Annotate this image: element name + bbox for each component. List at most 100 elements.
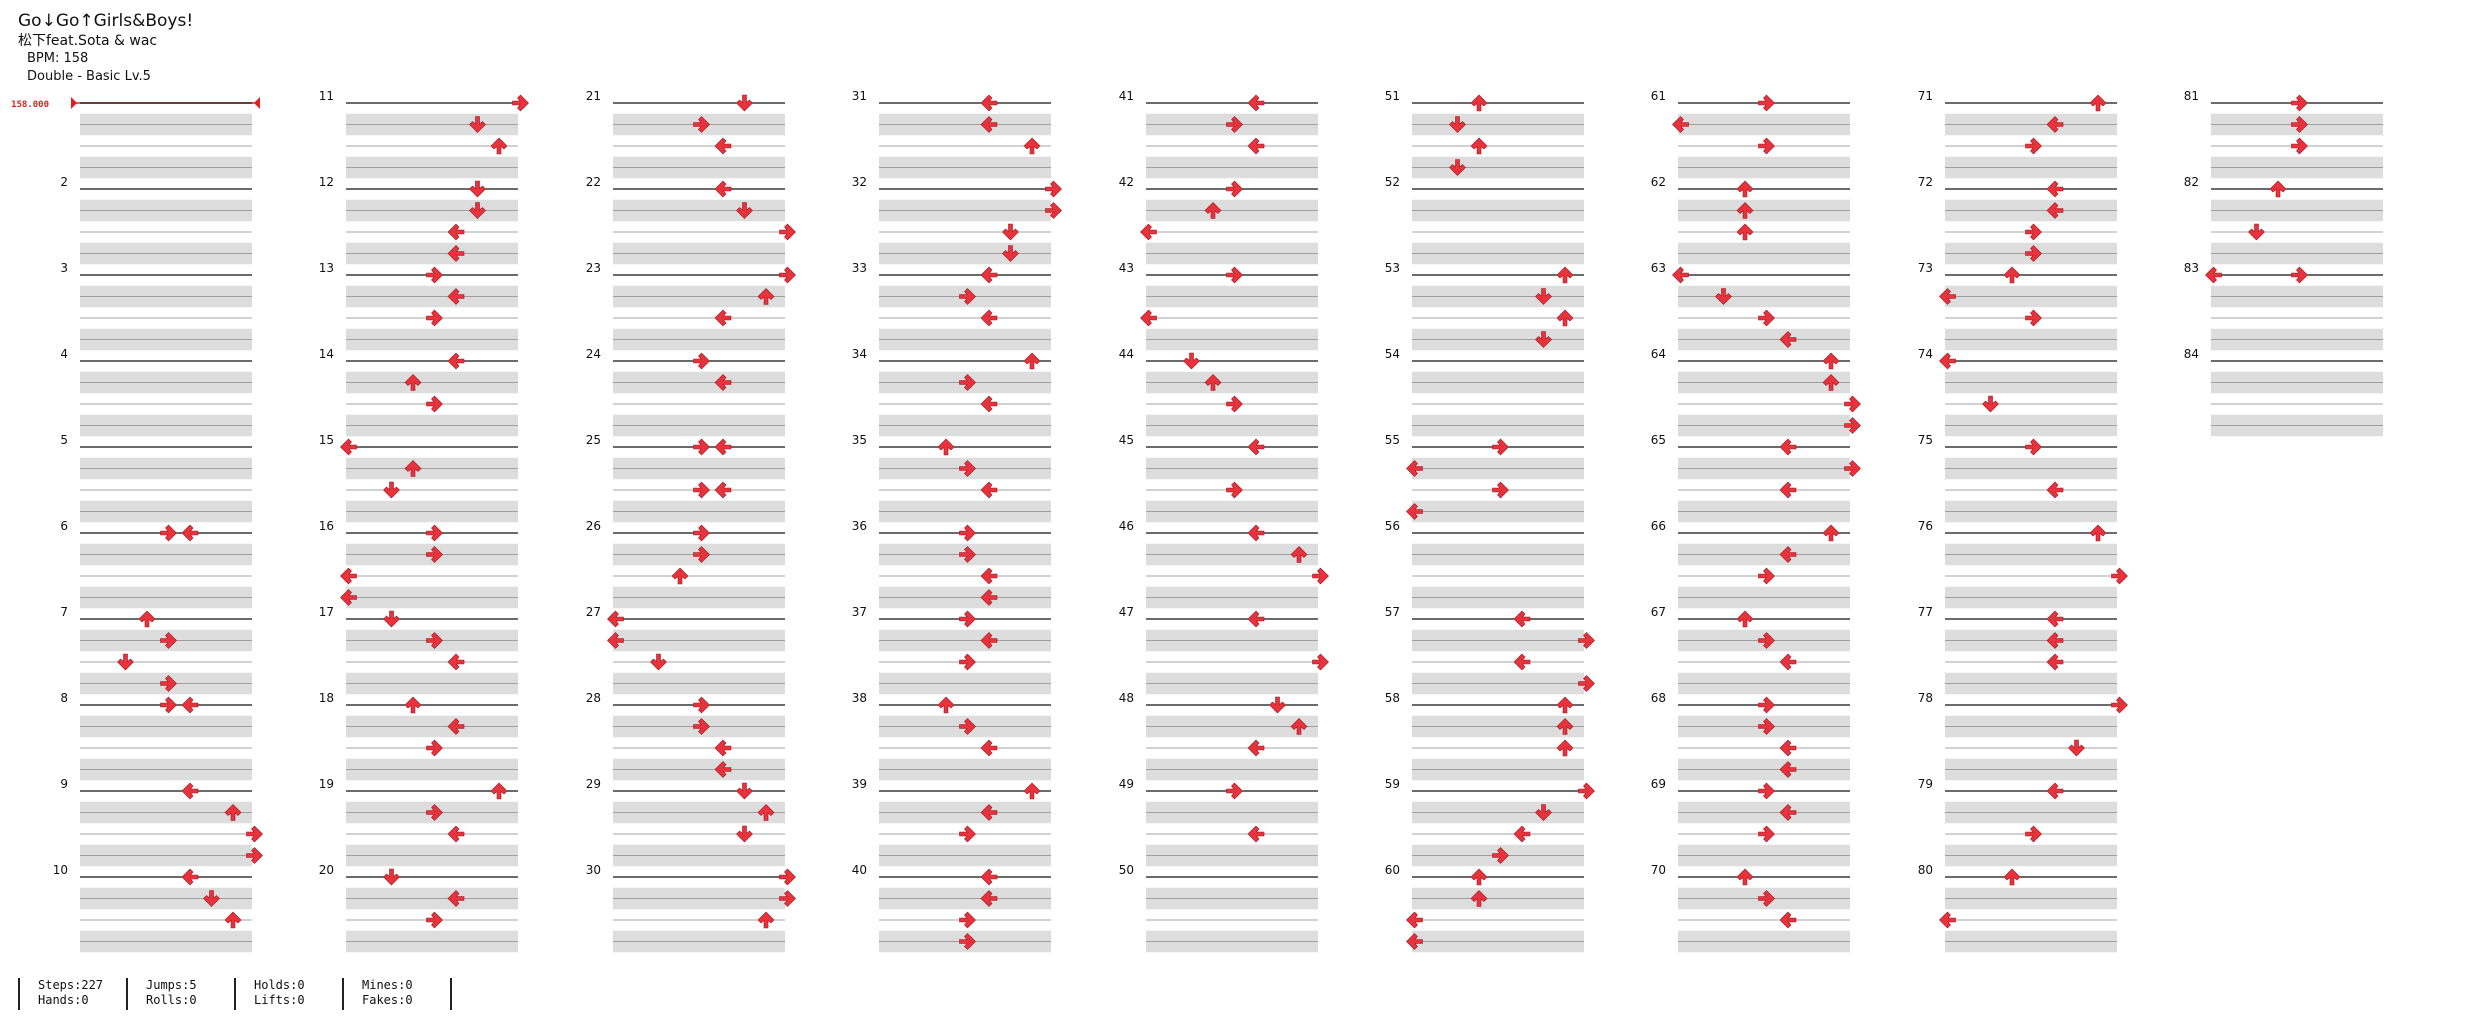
measure-number: 8	[60, 691, 68, 705]
measure-number: 2	[60, 175, 68, 189]
step-arrow-up-icon	[671, 567, 689, 585]
step-arrow-up-icon	[757, 911, 775, 929]
measure: 60	[1385, 863, 1584, 953]
measure: 61	[1651, 89, 1850, 179]
step-arrow-right-icon	[2025, 438, 2042, 456]
step-arrow-right-icon	[1226, 395, 1243, 413]
step-arrow-up-icon	[2269, 180, 2287, 198]
measure: 57	[1385, 605, 1584, 695]
step-arrow-up-icon	[1556, 739, 1574, 757]
step-arrow-right-icon	[2025, 309, 2042, 327]
step-arrow-right-icon	[2291, 137, 2308, 155]
step-arrow-right-icon	[512, 94, 529, 112]
step-arrow-up-icon	[1023, 782, 1041, 800]
chart-header: Go↓Go↑Girls&Boys! 松下feat.Sota & wac BPM:…	[18, 10, 193, 86]
step-arrow-right-icon	[693, 696, 710, 714]
measure-number: 38	[852, 691, 867, 705]
step-arrow-up-icon	[224, 911, 242, 929]
step-arrow-left-icon	[1672, 266, 1689, 284]
measure: 56	[1385, 519, 1584, 609]
measure-number: 47	[1119, 605, 1134, 619]
measure: 34	[852, 347, 1051, 437]
measure: 7	[60, 605, 252, 695]
step-arrow-right-icon	[693, 438, 710, 456]
stats-divider	[450, 978, 452, 1010]
measure-number: 19	[319, 777, 334, 791]
step-arrow-left-icon	[980, 739, 998, 757]
measure: 29	[586, 777, 785, 867]
step-arrow-left-icon	[714, 309, 732, 327]
measure-number: 10	[53, 863, 68, 877]
step-arrow-left-icon	[714, 438, 732, 456]
measure: 54	[1385, 347, 1584, 437]
measure: 53	[1385, 261, 1584, 351]
measure-number: 66	[1651, 519, 1666, 533]
measure: 80	[1918, 863, 2117, 953]
measure-number: 64	[1651, 347, 1666, 361]
step-arrow-up-icon	[937, 438, 955, 456]
stats-divider	[234, 978, 236, 1010]
step-arrow-up-icon	[1023, 352, 1041, 370]
step-arrow-left-icon	[980, 567, 998, 585]
stats-divider	[342, 978, 344, 1010]
measure: 22	[586, 175, 785, 265]
measure-number: 75	[1918, 433, 1933, 447]
measure-number: 63	[1651, 261, 1666, 275]
measure-number: 56	[1385, 519, 1400, 533]
step-arrow-down-icon	[1002, 223, 1019, 241]
measure-number: 22	[586, 175, 601, 189]
measure: 8	[60, 691, 252, 781]
step-arrow-left-icon	[1779, 653, 1797, 671]
step-arrow-right-icon	[693, 352, 710, 370]
bpm-marker-value: 158.000	[11, 100, 49, 110]
step-arrow-right-icon	[779, 223, 796, 241]
step-arrow-right-icon	[160, 696, 177, 714]
step-arrow-left-icon	[980, 94, 998, 112]
step-arrow-up-icon	[1470, 137, 1488, 155]
step-arrow-up-icon	[1556, 266, 1574, 284]
stat-value: Lifts:0	[254, 993, 305, 1007]
measure-number: 55	[1385, 433, 1400, 447]
stat-group: Steps:227 Hands:0	[38, 978, 103, 1008]
measure: 36	[852, 519, 1051, 609]
measure-number: 74	[1918, 347, 1933, 361]
step-arrow-up-icon	[937, 696, 955, 714]
step-arrow-left-icon	[340, 567, 357, 585]
measure: 55	[1385, 433, 1584, 523]
measure-number: 78	[1918, 691, 1933, 705]
step-arrow-left-icon	[1140, 309, 1157, 327]
measure-number: 61	[1651, 89, 1666, 103]
measure-number: 60	[1385, 863, 1400, 877]
step-arrow-up-icon	[490, 137, 508, 155]
step-arrow-up-icon	[2089, 524, 2107, 542]
step-arrow-left-icon	[714, 481, 732, 499]
measure-number: 76	[1918, 519, 1933, 533]
measure-number: 49	[1119, 777, 1134, 791]
step-arrow-down-icon	[383, 868, 400, 886]
step-arrow-left-icon	[181, 524, 199, 542]
step-arrow-right-icon	[1226, 180, 1243, 198]
measure-number: 39	[852, 777, 867, 791]
step-arrow-left-icon	[1140, 223, 1157, 241]
measure: 72	[1918, 175, 2117, 265]
step-arrow-right-icon	[1758, 782, 1775, 800]
step-arrow-down-icon	[736, 782, 753, 800]
measure: 81	[2184, 89, 2383, 179]
measure: 28	[586, 691, 785, 781]
measure-number: 50	[1119, 863, 1134, 877]
step-arrow-left-icon	[1247, 825, 1265, 843]
measure: 76	[1918, 519, 2117, 609]
step-arrow-right-icon	[959, 653, 976, 671]
step-arrow-right-icon	[2111, 567, 2128, 585]
measure-number: 58	[1385, 691, 1400, 705]
measure-number: 20	[319, 863, 334, 877]
step-arrow-up-icon	[1470, 868, 1488, 886]
measure-number: 16	[319, 519, 334, 533]
measure: 21	[586, 89, 785, 179]
step-arrow-up-icon	[1736, 868, 1754, 886]
measure: 4	[60, 347, 252, 437]
step-arrow-up-icon	[1822, 352, 1840, 370]
step-arrow-down-icon	[1269, 696, 1286, 714]
step-arrow-right-icon	[779, 868, 796, 886]
measure-number: 59	[1385, 777, 1400, 791]
